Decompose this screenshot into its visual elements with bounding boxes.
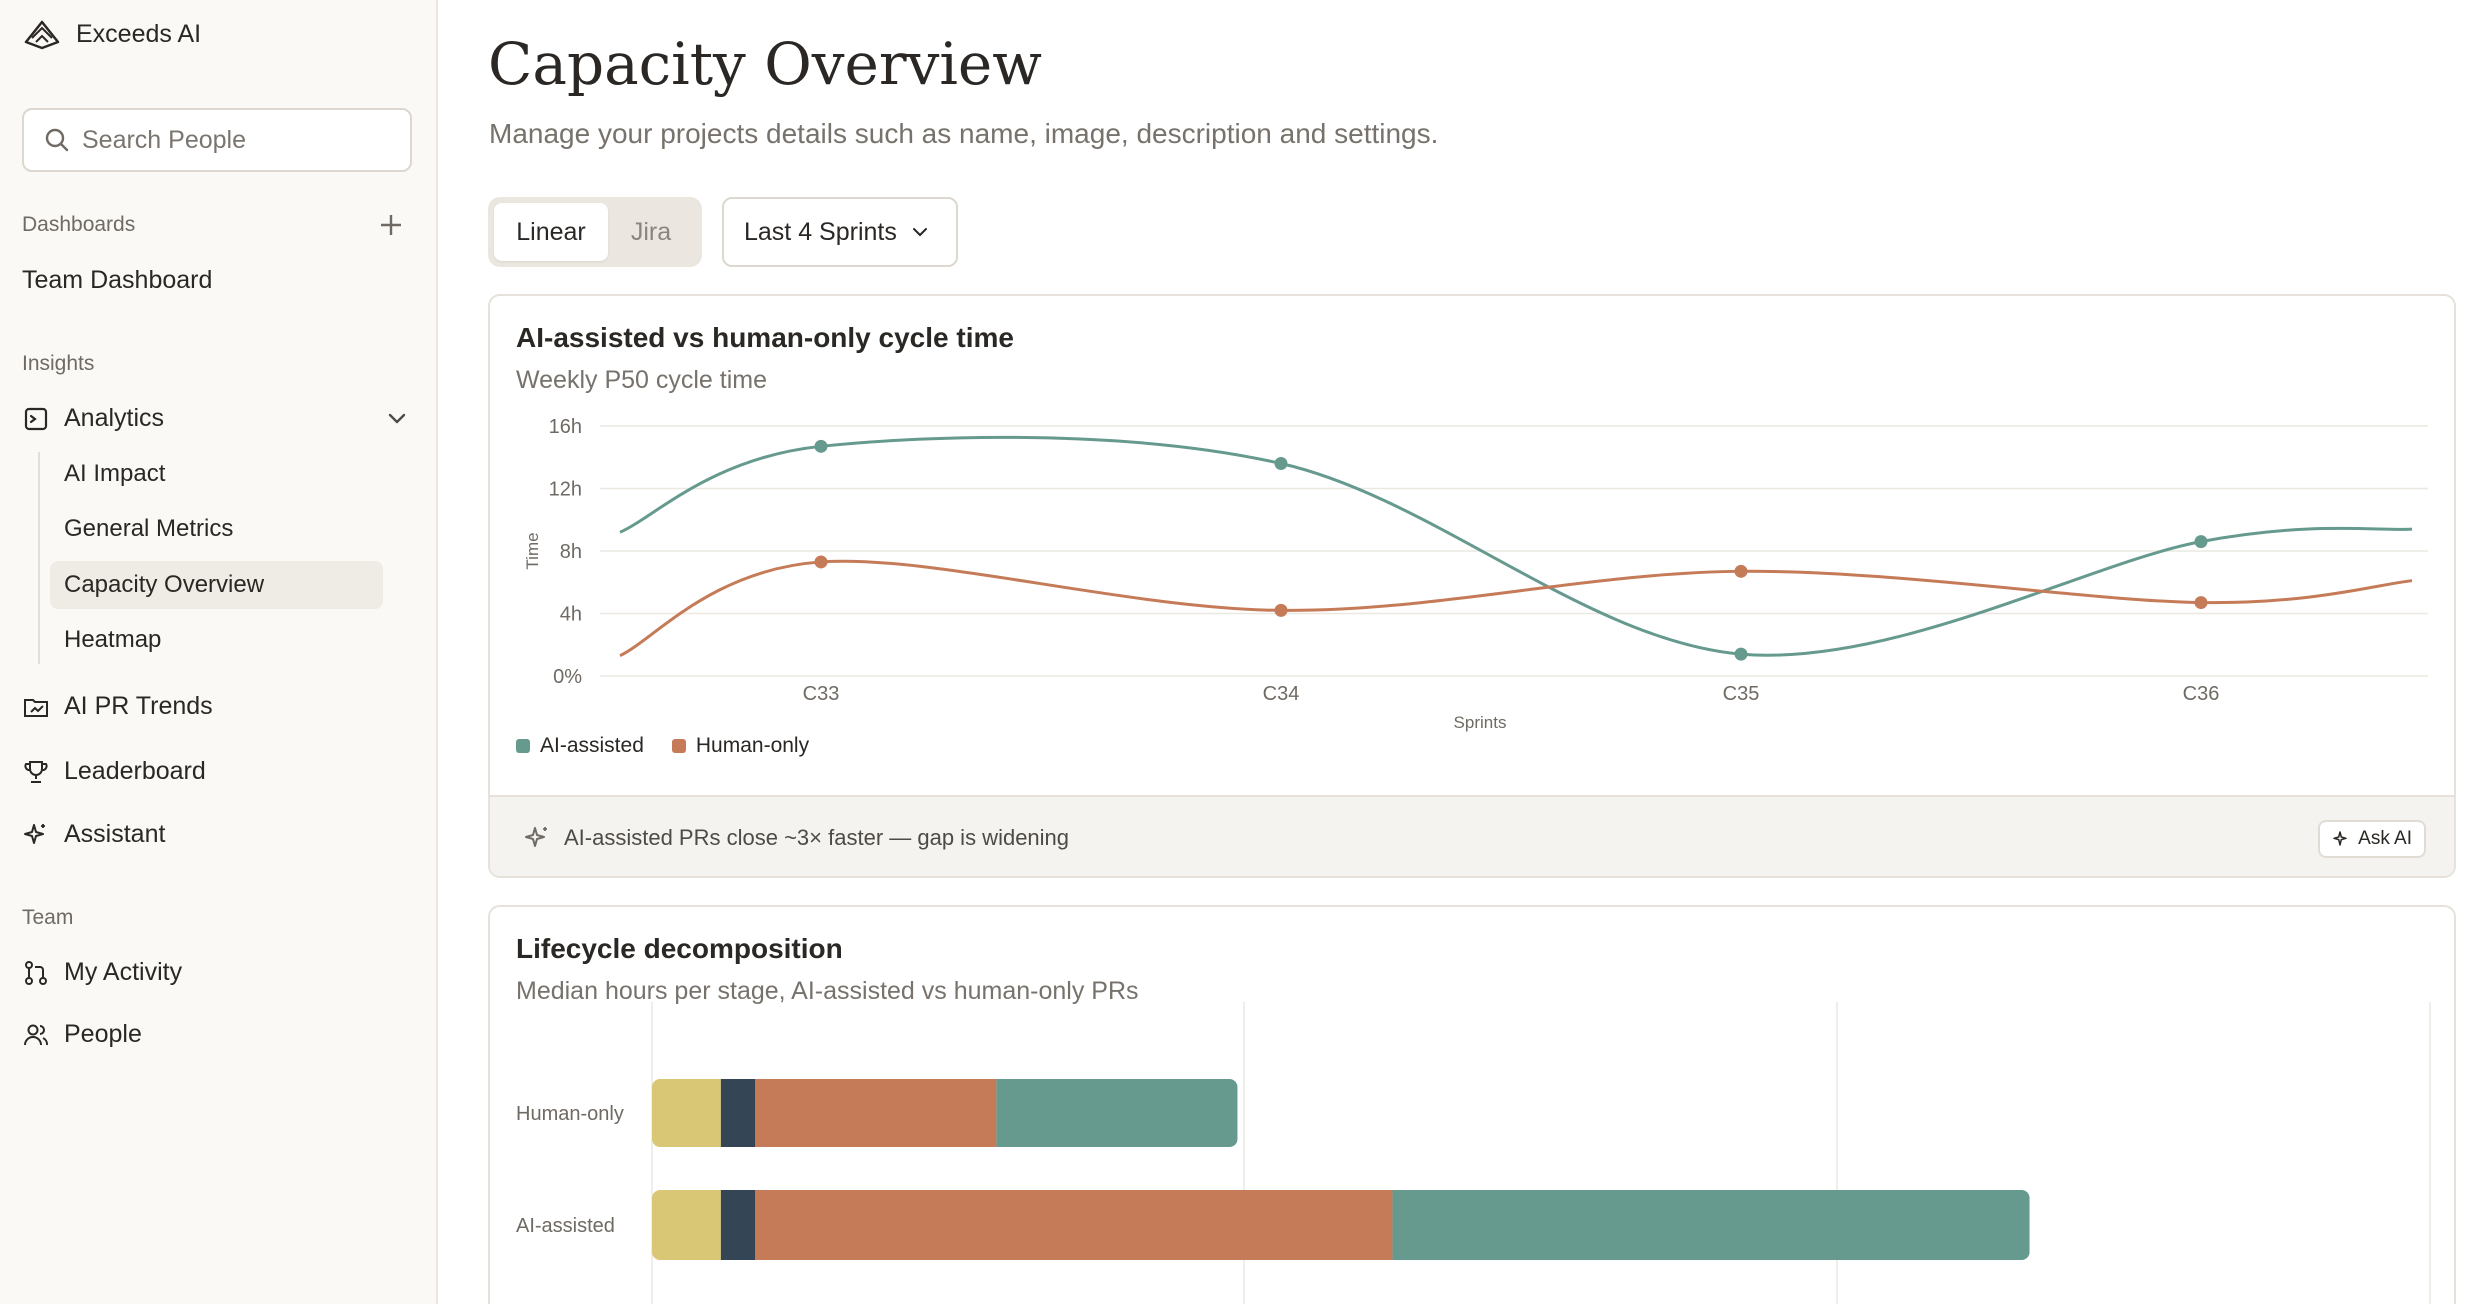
data-point-human xyxy=(1734,564,1748,578)
sidebar-item-ai-impact[interactable]: AI Impact xyxy=(64,460,166,487)
legend-label-human: Human-only xyxy=(695,734,810,757)
sidebar-item-team-dashboard[interactable]: Team Dashboard xyxy=(22,266,212,295)
bar-segment xyxy=(996,1079,1238,1147)
folder-trend-icon xyxy=(24,698,48,717)
assistant-label: Assistant xyxy=(64,820,166,848)
data-point-ai xyxy=(1274,457,1288,470)
tab-linear[interactable]: Linear xyxy=(494,203,608,261)
sidebar-item-heatmap[interactable]: Heatmap xyxy=(64,626,162,653)
lifecycle-card: Lifecycle decomposition Median hours per… xyxy=(488,905,2456,1304)
insights-section-label: Insights xyxy=(22,352,95,375)
data-point-ai xyxy=(1734,647,1748,661)
sidebar-item-capacity-overview[interactable]: Capacity Overview xyxy=(64,571,265,598)
sidebar-item-assistant[interactable]: Assistant xyxy=(22,820,165,849)
cycle-time-subtitle: Weekly P50 cycle time xyxy=(516,366,768,394)
data-point-human xyxy=(2194,596,2208,610)
people-label: People xyxy=(64,1020,142,1048)
data-point-ai xyxy=(2194,535,2208,549)
lifecycle-title: Lifecycle decomposition xyxy=(516,933,843,964)
y-axis-label: Time xyxy=(523,532,542,569)
bar-segment xyxy=(720,1190,756,1260)
page-subtitle: Manage your projects details such as nam… xyxy=(489,118,1439,149)
data-point-ai xyxy=(814,439,828,453)
data-point-human xyxy=(814,555,828,569)
chevron-down-icon xyxy=(912,228,927,236)
series-line-ai xyxy=(619,435,2413,657)
brand[interactable]: Exceeds AI xyxy=(22,14,201,54)
y-category-label: Human-only xyxy=(516,1103,624,1125)
y-category-label: AI-assisted xyxy=(516,1215,615,1237)
source-toggle: Linear Jira xyxy=(488,197,702,267)
lifecycle-subtitle: Median hours per stage, AI-assisted vs h… xyxy=(516,977,1139,1005)
bar-segment xyxy=(652,1190,721,1260)
legend-item-ai: AI-assisted xyxy=(516,734,644,758)
search-icon xyxy=(45,128,69,152)
sidebar-item-analytics[interactable]: Analytics xyxy=(22,404,164,433)
search-box[interactable] xyxy=(22,108,412,172)
y-tick-label: 0% xyxy=(553,666,582,688)
team-dashboard-label: Team Dashboard xyxy=(22,266,213,294)
analytics-icon xyxy=(24,407,48,430)
sidebar-item-ai-pr-trends[interactable]: AI PR Trends xyxy=(22,692,213,721)
my-activity-label: My Activity xyxy=(64,958,183,986)
data-point-human xyxy=(1274,603,1288,617)
x-axis-label: Sprints xyxy=(1454,713,1507,732)
ask-ai-button[interactable]: Ask AI xyxy=(2318,820,2426,858)
insight-bar: AI-assisted PRs close ~3× faster — gap i… xyxy=(490,795,2454,876)
y-tick-label: 8h xyxy=(560,541,582,563)
analytics-label: Analytics xyxy=(64,404,165,432)
submenu-guide-line xyxy=(38,452,40,664)
sidebar-item-general-metrics[interactable]: General Metrics xyxy=(64,515,234,542)
legend-label-ai: AI-assisted xyxy=(540,734,644,757)
x-tick-label: C33 xyxy=(803,683,840,705)
tab-jira[interactable]: Jira xyxy=(630,217,672,246)
sidebar-item-my-activity[interactable]: My Activity xyxy=(22,958,182,987)
ask-ai-label: Ask AI xyxy=(2358,828,2412,849)
git-pull-request-icon xyxy=(25,960,47,985)
y-tick-label: 12h xyxy=(549,479,582,501)
legend-item-human: Human-only xyxy=(671,734,810,758)
bar-segment xyxy=(652,1079,721,1147)
y-tick-label: 16h xyxy=(549,416,582,438)
chart-legend: AI-assisted Human-only xyxy=(516,734,809,758)
legend-swatch-human xyxy=(671,739,686,753)
team-section-label: Team xyxy=(22,906,74,929)
sidebar: Exceeds AI Dashboards Team Dashboard Ins… xyxy=(0,0,438,1304)
x-tick-label: C35 xyxy=(1723,683,1760,705)
mountain-logo-icon xyxy=(24,20,60,50)
trophy-icon xyxy=(24,760,48,783)
leaderboard-label: Leaderboard xyxy=(64,757,206,785)
cycle-time-card: AI-assisted vs human-only cycle time Wee… xyxy=(488,294,2456,878)
sparkle-icon xyxy=(24,823,45,844)
dashboards-section-label: Dashboards xyxy=(22,213,136,236)
x-tick-label: C36 xyxy=(2183,683,2220,705)
search-input[interactable] xyxy=(82,125,402,155)
cycle-time-title: AI-assisted vs human-only cycle time xyxy=(516,322,1014,353)
range-select[interactable]: Last 4 Sprints xyxy=(722,197,958,267)
legend-swatch-ai xyxy=(516,739,530,753)
bar-segment xyxy=(1392,1190,2030,1260)
cycle-time-chart: 0% 4h 8h 12h 16h C33 C34 C35 C36 Sprints Time xyxy=(523,416,2428,732)
insight-text: AI-assisted PRs close ~3× faster — gap i… xyxy=(564,825,1070,850)
y-tick-label: 4h xyxy=(560,604,582,626)
page-title: Capacity Overview xyxy=(488,30,1042,98)
chevron-down-icon[interactable] xyxy=(384,405,410,431)
add-dashboard-icon[interactable] xyxy=(376,210,406,240)
ai-pr-trends-label: AI PR Trends xyxy=(64,692,213,720)
bar-segment xyxy=(755,1190,1393,1260)
sidebar-item-leaderboard[interactable]: Leaderboard xyxy=(22,757,206,786)
main-content: Capacity Overview Manage your projects d… xyxy=(440,0,2474,1304)
series-line-human xyxy=(619,559,2413,658)
sparkle-icon xyxy=(525,827,547,847)
bar-segment xyxy=(720,1079,756,1147)
sparkle-icon xyxy=(2333,831,2347,846)
range-select-value: Last 4 Sprints xyxy=(744,217,897,246)
sidebar-item-people[interactable]: People xyxy=(22,1020,142,1049)
brand-name: Exceeds AI xyxy=(76,19,202,48)
active-item-highlight xyxy=(50,561,383,609)
bar-segment xyxy=(755,1079,997,1147)
users-icon xyxy=(24,1024,48,1045)
x-tick-label: C34 xyxy=(1263,683,1300,705)
lifecycle-chart: Human-only AI-assisted xyxy=(516,1002,2431,1304)
